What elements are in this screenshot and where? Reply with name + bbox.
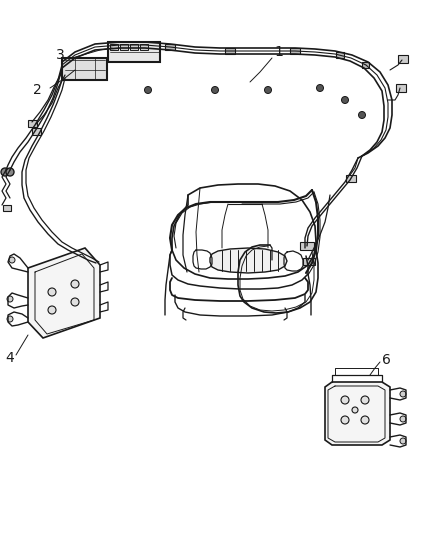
Circle shape xyxy=(399,416,405,422)
Circle shape xyxy=(358,111,365,118)
Bar xyxy=(28,120,37,127)
Circle shape xyxy=(71,298,79,306)
Bar xyxy=(395,84,405,92)
Text: 4: 4 xyxy=(5,351,14,365)
Text: 1: 1 xyxy=(273,45,282,59)
Bar xyxy=(302,258,314,265)
Text: 6: 6 xyxy=(381,353,390,367)
Bar xyxy=(290,48,299,54)
Circle shape xyxy=(341,96,348,103)
Circle shape xyxy=(144,86,151,93)
Bar xyxy=(120,44,128,50)
Circle shape xyxy=(7,296,13,302)
Circle shape xyxy=(264,86,271,93)
Circle shape xyxy=(211,86,218,93)
Circle shape xyxy=(48,288,56,296)
Bar xyxy=(397,55,407,63)
Bar xyxy=(3,205,11,211)
Circle shape xyxy=(9,257,15,263)
Circle shape xyxy=(360,396,368,404)
Circle shape xyxy=(340,396,348,404)
Bar xyxy=(361,62,368,68)
Circle shape xyxy=(351,407,357,413)
Circle shape xyxy=(360,416,368,424)
Bar xyxy=(110,44,118,50)
Text: 3: 3 xyxy=(56,48,65,62)
Polygon shape xyxy=(209,248,286,273)
Circle shape xyxy=(316,85,323,92)
Circle shape xyxy=(399,391,405,397)
Polygon shape xyxy=(324,382,389,445)
Bar xyxy=(345,175,355,182)
Circle shape xyxy=(71,280,79,288)
Bar xyxy=(335,52,343,58)
Circle shape xyxy=(7,316,13,322)
Bar xyxy=(130,44,138,50)
Bar xyxy=(32,128,41,135)
Circle shape xyxy=(48,306,56,314)
Bar xyxy=(62,58,107,80)
Bar xyxy=(140,44,148,50)
Circle shape xyxy=(1,168,9,176)
Polygon shape xyxy=(28,248,100,338)
Circle shape xyxy=(6,168,14,176)
Circle shape xyxy=(399,438,405,444)
Circle shape xyxy=(340,416,348,424)
Bar xyxy=(108,42,159,62)
Text: 2: 2 xyxy=(33,83,42,97)
Bar xyxy=(299,242,313,250)
Bar xyxy=(165,44,175,50)
Bar xyxy=(225,48,234,54)
